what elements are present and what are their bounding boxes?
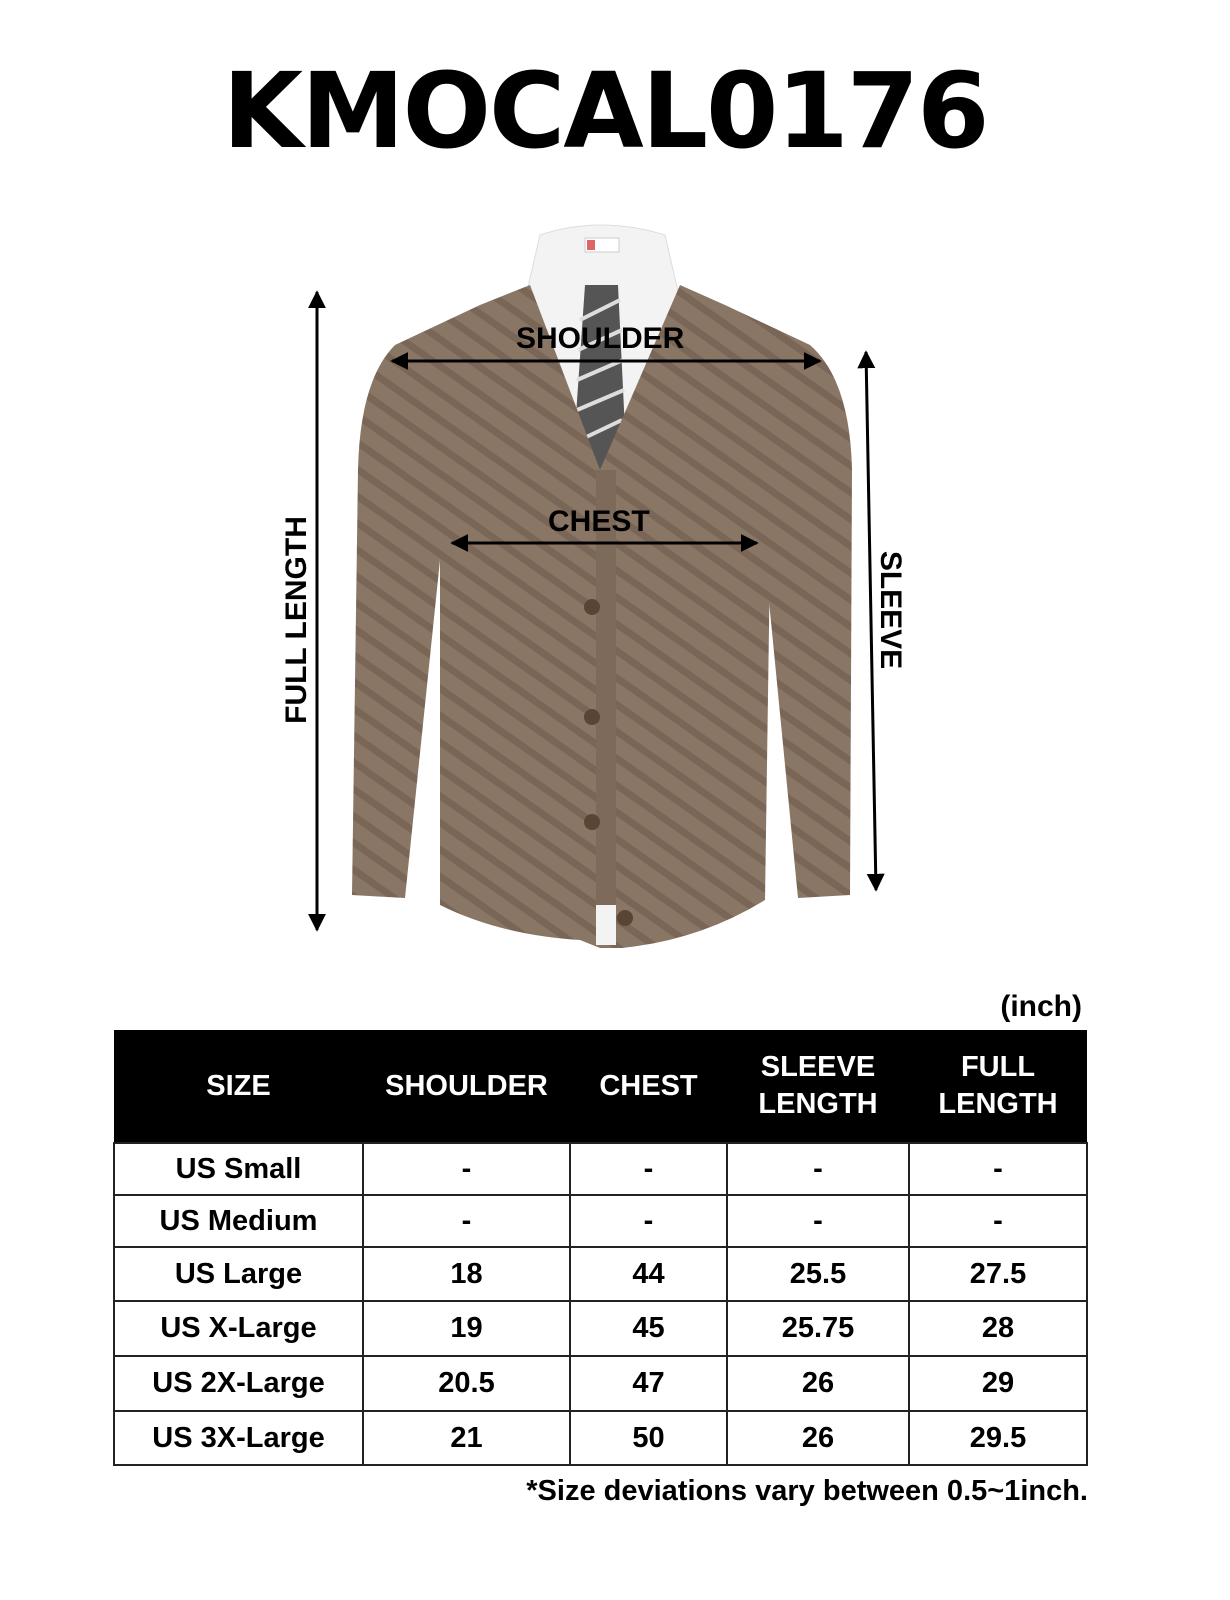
value-cell: 44 xyxy=(569,1246,728,1302)
value-cell: - xyxy=(569,1142,728,1196)
value-cell: 45 xyxy=(569,1300,728,1357)
value-cell: - xyxy=(569,1194,728,1248)
header-shoulder: SHOULDER xyxy=(363,1030,570,1143)
chest-label: CHEST xyxy=(548,505,650,538)
table-row: US X-Large 19 45 25.75 28 xyxy=(113,1300,1088,1357)
header-size: SIZE xyxy=(114,1030,363,1143)
value-cell: 25.75 xyxy=(726,1300,910,1357)
value-cell: 29 xyxy=(908,1355,1088,1412)
value-cell: 25.5 xyxy=(726,1246,910,1302)
size-cell: US Medium xyxy=(113,1194,364,1248)
table-header-row: SIZE SHOULDER CHEST SLEEVE LENGTH FULL L… xyxy=(114,1030,1087,1143)
value-cell: 26 xyxy=(726,1410,910,1466)
value-cell: - xyxy=(362,1142,571,1196)
value-cell: - xyxy=(908,1142,1088,1196)
buttons xyxy=(584,599,633,926)
header-sleeve-length: SLEEVE LENGTH xyxy=(727,1030,909,1143)
value-cell: 26 xyxy=(726,1355,910,1412)
table-row: US Medium - - - - xyxy=(113,1194,1088,1248)
header-chest: CHEST xyxy=(570,1030,727,1143)
value-cell: - xyxy=(726,1194,910,1248)
cardigan-illustration xyxy=(308,224,885,948)
value-cell: 29.5 xyxy=(908,1410,1088,1466)
value-cell: 18 xyxy=(362,1246,571,1302)
size-cell: US Small xyxy=(113,1142,364,1196)
shoulder-label: SHOULDER xyxy=(516,322,685,355)
value-cell: 19 xyxy=(362,1300,571,1357)
size-cell: US 2X-Large xyxy=(113,1355,364,1412)
size-deviation-note: *Size deviations vary between 0.5~1inch. xyxy=(526,1475,1088,1507)
product-code-title: KMOCAL0176 xyxy=(222,50,989,172)
table-row: US 2X-Large 20.5 47 26 29 xyxy=(113,1355,1088,1412)
unit-label: (inch) xyxy=(1000,990,1082,1023)
size-cell: US X-Large xyxy=(113,1300,364,1357)
value-cell: 27.5 xyxy=(908,1246,1088,1302)
value-cell: 20.5 xyxy=(362,1355,571,1412)
value-cell: 28 xyxy=(908,1300,1088,1357)
sleeve-label: SLEEVE xyxy=(874,550,907,670)
size-cell: US 3X-Large xyxy=(113,1410,364,1466)
table-row: US 3X-Large 21 50 26 29.5 xyxy=(113,1410,1088,1466)
value-cell: 47 xyxy=(569,1355,728,1412)
size-cell: US Large xyxy=(113,1246,364,1302)
value-cell: - xyxy=(726,1142,910,1196)
value-cell: - xyxy=(908,1194,1088,1248)
value-cell: 50 xyxy=(569,1410,728,1466)
table-row: US Small - - - - xyxy=(113,1142,1088,1196)
value-cell: 21 xyxy=(362,1410,571,1466)
sleeve-arrow xyxy=(857,350,885,892)
header-full-length: FULL LENGTH xyxy=(909,1030,1087,1143)
size-table: SIZE SHOULDER CHEST SLEEVE LENGTH FULL L… xyxy=(113,1030,1088,1466)
table-row: US Large 18 44 25.5 27.5 xyxy=(113,1246,1088,1302)
value-cell: - xyxy=(362,1194,571,1248)
full-length-label: FULL LENGTH xyxy=(280,516,313,724)
